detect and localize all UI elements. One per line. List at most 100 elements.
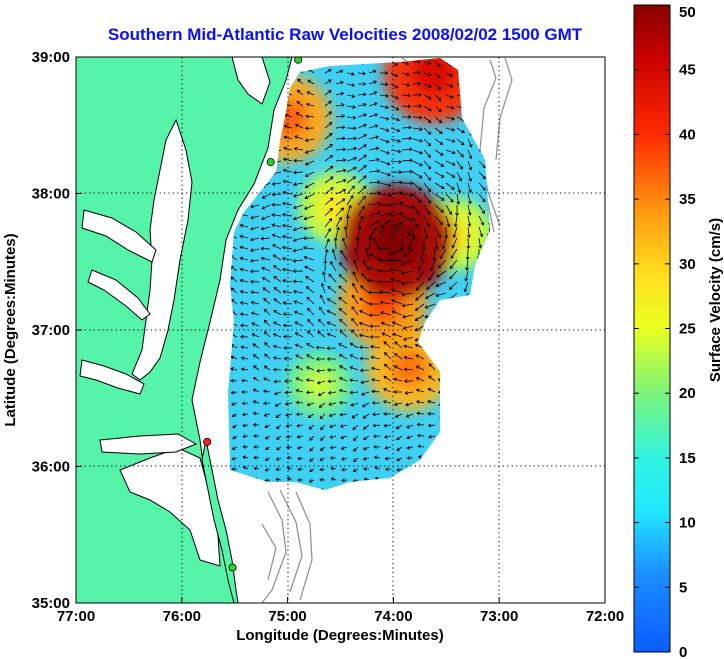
- velocity-arrow: [390, 221, 404, 228]
- velocity-arrow: [239, 301, 249, 305]
- velocity-arrow: [319, 477, 326, 482]
- velocity-arrow: [317, 318, 326, 327]
- velocity-arrow: [324, 111, 333, 118]
- velocity-arrow: [368, 313, 381, 318]
- velocity-arrow: [273, 275, 282, 283]
- velocity-arrow: [295, 365, 304, 371]
- velocity-arrow: [302, 245, 315, 250]
- velocity-arrow: [249, 237, 260, 242]
- velocity-arrow: [464, 270, 469, 282]
- velocity-arrow: [275, 413, 282, 419]
- velocity-arrow: [239, 256, 249, 261]
- velocity-arrow: [317, 331, 326, 338]
- speed-hotspot-core: [370, 215, 423, 268]
- velocity-arrow: [281, 267, 293, 272]
- radar-station-marker: [228, 563, 237, 572]
- velocity-arrow: [412, 215, 419, 228]
- velocity-arrow: [357, 185, 367, 195]
- velocity-arrow: [328, 273, 337, 283]
- velocity-arrow: [273, 310, 282, 316]
- velocity-arrow: [335, 226, 340, 239]
- velocity-arrow: [463, 281, 469, 293]
- velocity-arrow: [423, 215, 430, 228]
- velocity-arrow: [286, 477, 293, 481]
- velocity-arrow: [261, 266, 271, 272]
- velocity-arrow: [423, 193, 431, 204]
- velocity-arrow: [478, 193, 486, 203]
- velocity-arrow: [295, 400, 304, 405]
- velocity-arrow: [297, 467, 304, 472]
- velocity-arrow: [390, 127, 401, 133]
- velocity-arrow: [349, 390, 359, 395]
- delaware-bay: [231, 57, 271, 105]
- velocity-arrow: [402, 336, 414, 341]
- velocity-arrow: [231, 467, 238, 472]
- velocity-arrow: [295, 354, 304, 360]
- velocity-arrow: [401, 114, 412, 119]
- velocity-arrow: [357, 175, 367, 184]
- velocity-arrow: [284, 390, 293, 395]
- velocity-arrow: [241, 412, 249, 417]
- velocity-arrow: [401, 193, 415, 197]
- velocity-arrow: [324, 143, 333, 151]
- velocity-arrow: [434, 226, 442, 238]
- velocity-arrow: [264, 353, 271, 360]
- velocity-arrow: [445, 105, 455, 110]
- velocity-arrow: [393, 365, 403, 371]
- velocity-arrow: [419, 248, 425, 262]
- velocity-arrow: [350, 329, 359, 338]
- velocity-arrow: [415, 376, 425, 382]
- velocity-arrow: [435, 292, 447, 298]
- colorbar-gradient: [633, 4, 671, 653]
- velocity-arrow: [436, 270, 447, 278]
- velocity-arrow: [346, 204, 352, 217]
- velocity-arrow: [362, 413, 370, 419]
- velocity-arrow: [415, 365, 425, 371]
- velocity-arrow: [271, 192, 282, 197]
- velocity-arrow: [390, 72, 399, 78]
- velocity-arrow: [231, 446, 238, 450]
- velocity-arrow: [428, 375, 436, 382]
- velocity-arrow: [305, 366, 315, 371]
- velocity-arrow: [252, 343, 260, 349]
- velocity-arrow: [367, 278, 381, 283]
- velocity-arrow: [379, 105, 390, 110]
- velocity-arrow: [467, 193, 472, 205]
- velocity-arrow: [363, 424, 370, 430]
- velocity-arrow: [338, 273, 348, 283]
- velocity-arrow: [368, 211, 382, 217]
- velocity-arrow: [251, 322, 260, 327]
- velocity-arrow: [282, 179, 293, 184]
- velocity-arrow: [478, 171, 486, 180]
- velocity-arrow: [383, 434, 392, 439]
- velocity-arrow: [327, 286, 337, 294]
- velocity-arrow: [335, 125, 346, 130]
- velocity-arrow: [333, 237, 338, 250]
- map-plot: [75, 56, 606, 604]
- velocity-arrow: [393, 402, 403, 407]
- velocity-arrow: [230, 276, 238, 283]
- velocity-arrow: [272, 265, 282, 272]
- velocity-arrow: [306, 296, 315, 305]
- velocity-arrow: [354, 247, 359, 261]
- velocity-arrow: [378, 279, 392, 284]
- velocity-arrow: [435, 281, 447, 288]
- velocity-arrow: [423, 149, 432, 158]
- velocity-arrow: [346, 156, 358, 162]
- velocity-arrow: [264, 457, 271, 461]
- velocity-arrow: [346, 72, 355, 76]
- velocity-arrow: [416, 411, 425, 416]
- colorbar-tick-label: 30: [679, 256, 696, 273]
- velocity-arrow: [427, 423, 436, 428]
- velocity-arrow: [319, 294, 326, 305]
- velocity-arrow: [416, 270, 425, 281]
- velocity-arrow: [478, 182, 486, 191]
- velocity-arrow: [351, 317, 359, 327]
- velocity-arrow: [351, 294, 359, 305]
- velocity-arrow: [380, 321, 392, 327]
- velocity-arrow: [467, 160, 473, 171]
- velocity-arrow: [362, 467, 369, 471]
- velocity-arrow: [264, 342, 271, 349]
- velocity-arrow: [273, 298, 282, 305]
- velocity-arrow: [253, 444, 260, 449]
